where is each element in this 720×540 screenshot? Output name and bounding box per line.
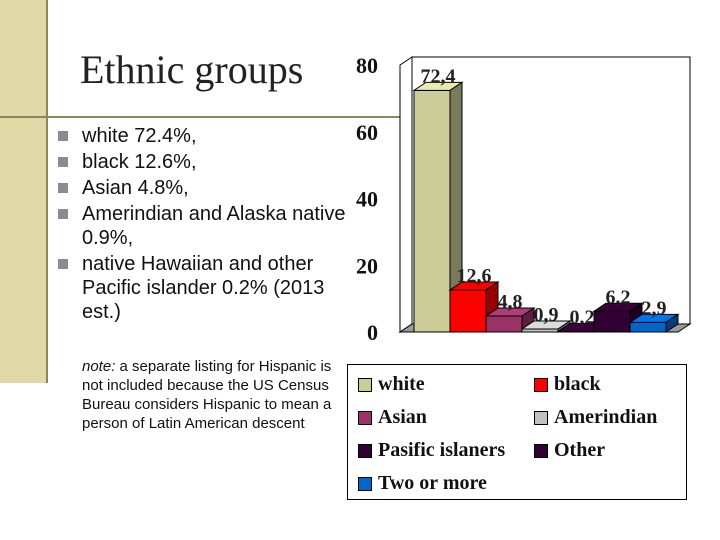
square-bullet-icon xyxy=(58,157,68,167)
y-tick-label: 80 xyxy=(356,53,378,78)
decorative-side-bar-edge xyxy=(46,0,48,383)
bullet-item: native Hawaiian and other Pacific island… xyxy=(58,252,348,324)
bar xyxy=(413,89,451,333)
bullet-text: Amerindian and Alaska native 0.9%, xyxy=(82,203,346,249)
side-wall xyxy=(399,56,413,333)
slide-title: Ethnic groups xyxy=(80,47,304,92)
data-label: 0,2 xyxy=(570,306,595,328)
chart-legend: white black Asian Amerindian Pasific islaner… xyxy=(347,364,687,500)
legend-swatch xyxy=(358,477,372,491)
y-tick-label: 20 xyxy=(356,253,378,278)
legend-swatch xyxy=(534,444,548,458)
data-label: 2,9 xyxy=(642,297,667,319)
bar xyxy=(485,315,523,333)
legend-label: Asian xyxy=(378,406,427,428)
legend-swatch xyxy=(358,378,372,392)
bullet-item: Amerindian and Alaska native 0.9%, xyxy=(58,202,348,250)
footnote: note: a separate listing for Hispanic is… xyxy=(82,357,344,433)
bar-side xyxy=(665,313,679,333)
y-tick-label: 60 xyxy=(356,120,378,145)
legend-swatch xyxy=(358,444,372,458)
bullet-text: native Hawaiian and other Pacific island… xyxy=(82,253,325,323)
data-label: 72,4 xyxy=(421,65,456,87)
bullet-text: Asian 4.8%, xyxy=(82,177,189,199)
legend-label: white xyxy=(378,373,425,395)
y-tick-label: 40 xyxy=(356,187,378,212)
legend-label: Pasific islaners xyxy=(378,439,506,461)
bullet-text: black 12.6%, xyxy=(82,151,197,173)
square-bullet-icon xyxy=(58,131,68,141)
legend-swatch xyxy=(534,411,548,425)
legend-label: black xyxy=(554,373,601,395)
y-tick-label: 0 xyxy=(367,320,378,345)
bullet-text: white 72.4%, xyxy=(82,125,197,147)
footnote-label: note: xyxy=(82,358,116,375)
square-bullet-icon xyxy=(58,183,68,193)
legend-label: Two or more xyxy=(378,472,487,494)
data-label: 0,9 xyxy=(534,304,559,326)
data-label: 4,8 xyxy=(498,291,523,313)
square-bullet-icon xyxy=(58,209,68,219)
legend-swatch xyxy=(358,411,372,425)
data-label: 12,6 xyxy=(457,265,492,287)
bullet-list: white 72.4%, black 12.6%, Asian 4.8%, Am… xyxy=(58,124,348,326)
legend-label: Amerindian xyxy=(554,406,658,428)
bullet-item: Asian 4.8%, xyxy=(58,176,348,200)
legend-swatch xyxy=(534,378,548,392)
data-label: 6,2 xyxy=(606,286,631,308)
footnote-text: a separate listing for Hispanic is not i… xyxy=(82,358,332,432)
bullet-item: white 72.4%, xyxy=(58,124,348,148)
legend-label: Other xyxy=(554,439,606,461)
decorative-side-bar xyxy=(0,0,46,383)
title-divider xyxy=(0,116,682,118)
bar xyxy=(449,289,487,333)
bullet-item: black 12.6%, xyxy=(58,150,348,174)
bar xyxy=(593,310,631,333)
bar xyxy=(629,321,667,333)
square-bullet-icon xyxy=(58,259,68,269)
